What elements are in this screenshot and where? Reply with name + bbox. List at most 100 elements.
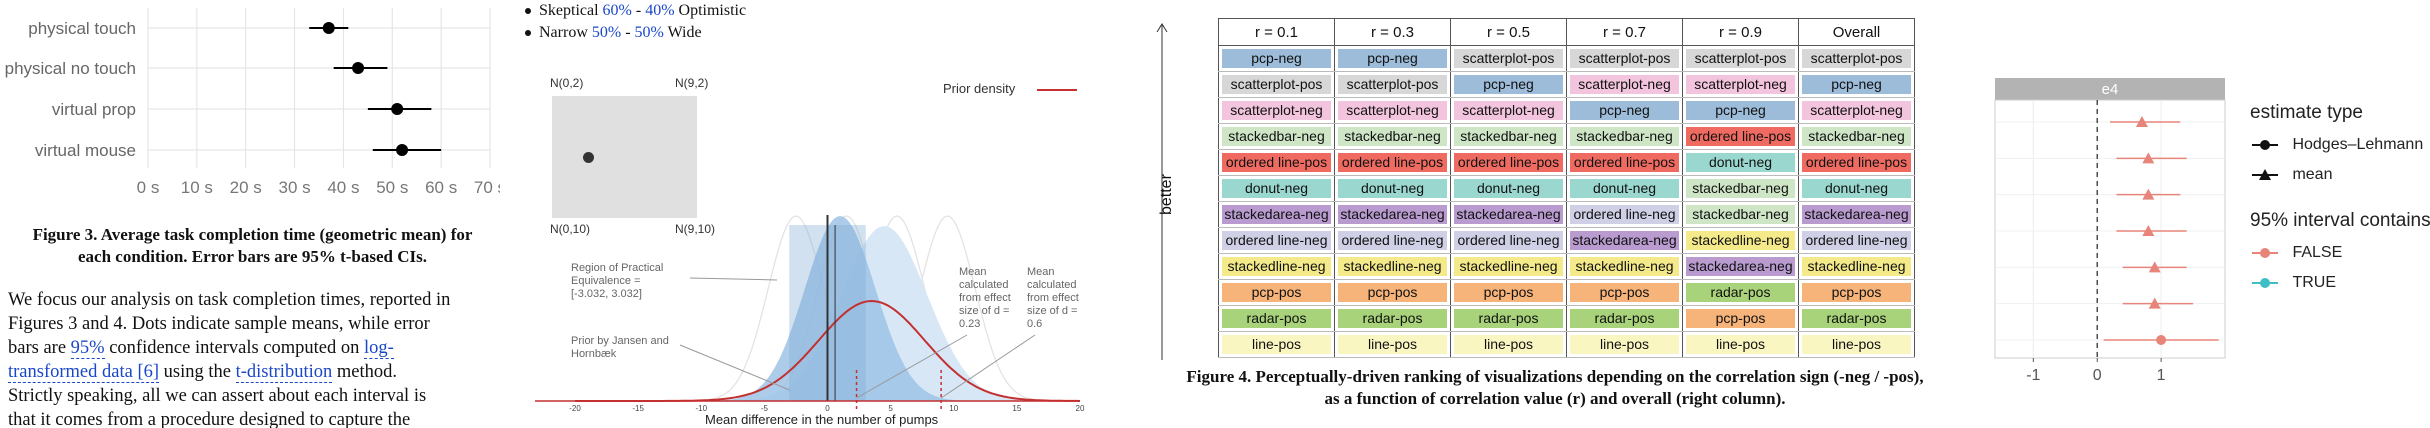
bullet-skeptical: Skeptical 60% - 40% Optimistic [525, 2, 746, 20]
annotation-line: calculated [959, 279, 1009, 291]
prior-tick-label: 10 [949, 404, 958, 413]
legend-item-false: FALSE [2250, 244, 2342, 262]
bullet-link[interactable]: 60% [602, 2, 632, 19]
rank-chip: scatterplot-pos [1802, 49, 1911, 68]
legend-prior-density: Prior density [943, 81, 1016, 96]
link-t-distribution[interactable]: t-distribution [235, 362, 333, 383]
rank-chip: pcp-pos [1222, 283, 1331, 302]
annotation-line: Prior by Jansen and [571, 335, 669, 347]
table-cell: scatterplot-neg [1450, 97, 1567, 124]
body-text: confidence intervals computed on [104, 338, 365, 358]
rank-chip: stackedarea-neg [1802, 205, 1911, 224]
rank-chip: radar-pos [1222, 309, 1331, 328]
posterior-area-wide [575, 226, 1080, 401]
table-cell: ordered line-neg [1218, 227, 1335, 254]
legend-item-true: TRUE [2250, 274, 2336, 292]
table-cell: pcp-pos [1334, 279, 1451, 306]
table-cell: stackedbar-neg [1218, 123, 1335, 150]
rank-chip: pcp-pos [1338, 283, 1447, 302]
tick-label: 60 s [425, 178, 457, 197]
link-log-transformed[interactable]: log- [364, 338, 394, 359]
figure3-panel: physical touch physical no touch virtual p… [0, 0, 500, 428]
bullet-link[interactable]: 40% [645, 2, 675, 19]
annotation-line: [-3.032, 3.032] [571, 288, 642, 300]
rank-chip: scatterplot-pos [1222, 75, 1331, 94]
rank-chip: ordered line-neg [1222, 231, 1331, 250]
rank-chip: stackedbar-neg [1686, 205, 1795, 224]
table-row: pcp-pos pcp-pos pcp-pos pcp-pos radar-pos pcp… [1180, 279, 1915, 306]
rank-chip: line-pos [1570, 335, 1679, 354]
column-header: Overall [1798, 18, 1915, 46]
rank-chip: ordered line-pos [1570, 153, 1679, 172]
annotation-line: calculated [1027, 279, 1077, 291]
rank-chip: stackedbar-neg [1222, 127, 1331, 146]
table-cell: radar-pos [1682, 279, 1799, 306]
link-log-transformed-data[interactable]: transformed data [6] [8, 362, 160, 383]
link-95-percent[interactable]: 95% [70, 338, 105, 359]
row-label: virtual mouse [35, 141, 136, 160]
table-cell: scatterplot-neg [1566, 71, 1683, 98]
bullet-link[interactable]: 50% [591, 24, 622, 41]
body-text: bars are [8, 338, 71, 358]
legend-label: TRUE [2292, 274, 2337, 291]
mean-triangle [2135, 116, 2148, 127]
row-spacer [1180, 72, 1219, 98]
rank-chip: stackedarea-neg [1686, 257, 1795, 276]
rank-chip: pcp-pos [1686, 309, 1795, 328]
row-spacer [1180, 254, 1219, 280]
prior-tick-label: 5 [888, 404, 893, 413]
table-cell: donut-neg [1682, 149, 1799, 176]
table-cell: donut-neg [1450, 175, 1567, 202]
rank-chip: stackedbar-neg [1570, 127, 1679, 146]
bullet-text: - [631, 2, 646, 19]
rank-chip: pcp-neg [1802, 75, 1911, 94]
rank-chip: stackedline-neg [1686, 231, 1795, 250]
rank-chip: ordered line-pos [1222, 153, 1331, 172]
rank-chip: stackedbar-neg [1802, 127, 1911, 146]
mean-dot [391, 103, 404, 115]
rank-chip: line-pos [1222, 335, 1331, 354]
annotation-leader [679, 344, 790, 391]
table-cell: line-pos [1450, 331, 1567, 358]
legend-title-interval: 95% interval contains 0 [2250, 210, 2430, 231]
rank-chip: line-pos [1338, 335, 1447, 354]
rank-chip: pcp-neg [1570, 101, 1679, 120]
annotation-line: 0.6 [1027, 318, 1043, 330]
legend-item-hodges: Hodges–Lehmann [2250, 136, 2423, 154]
rank-chip: pcp-neg [1338, 49, 1447, 68]
table-cell: donut-neg [1566, 175, 1683, 202]
table-cell: stackedbar-neg [1682, 175, 1799, 202]
rank-chip: stackedarea-neg [1222, 205, 1331, 224]
estimate-panel: e4 -1 0 1 estimate type Hodges–Lehmann mean… [1985, 0, 2430, 428]
rank-chip: stackedarea-neg [1338, 205, 1447, 224]
rank-chip: stackedline-neg [1338, 257, 1447, 276]
rank-chip: radar-pos [1454, 309, 1563, 328]
body-line: Figures 3 and 4. Dots indicate sample me… [8, 314, 430, 334]
estimate-chart: e4 -1 0 1 [1994, 78, 2226, 384]
table-cell: line-pos [1798, 331, 1915, 358]
rank-chip: radar-pos [1570, 309, 1679, 328]
table-cell: scatterplot-pos [1798, 45, 1915, 72]
bullet-text: Narrow [539, 24, 592, 41]
table-cell: stackedbar-neg [1798, 123, 1915, 150]
tick-label: 40 s [327, 178, 359, 197]
rank-chip: donut-neg [1222, 179, 1331, 198]
rank-chip: donut-neg [1686, 153, 1795, 172]
table-cell: scatterplot-pos [1218, 71, 1335, 98]
bullet-dot [525, 30, 531, 37]
table-cell: pcp-neg [1798, 71, 1915, 98]
prior-selector-square[interactable] [552, 96, 697, 218]
mean-triangle [2142, 188, 2155, 200]
bullet-link[interactable]: 50% [634, 24, 664, 41]
rank-chip: line-pos [1454, 335, 1563, 354]
table-row: scatterplot-pos scatterplot-pos pcp-neg sca… [1180, 71, 1915, 98]
rank-chip: donut-neg [1338, 179, 1447, 198]
prior-selector-handle[interactable] [583, 152, 594, 163]
ranking-header-row: r = 0.1 r = 0.3 r = 0.5 r = 0.7 r = 0.9 Overa… [1180, 18, 1915, 46]
annotation-line: from effect [959, 292, 1011, 304]
figure4-caption: Figure 4. Perceptually-driven ranking of… [1140, 366, 1970, 410]
mean-dot [396, 144, 409, 156]
x-tick-label: -1 [2026, 367, 2040, 384]
rank-chip: ordered line-neg [1454, 231, 1563, 250]
true-swatch-icon [2252, 277, 2278, 288]
